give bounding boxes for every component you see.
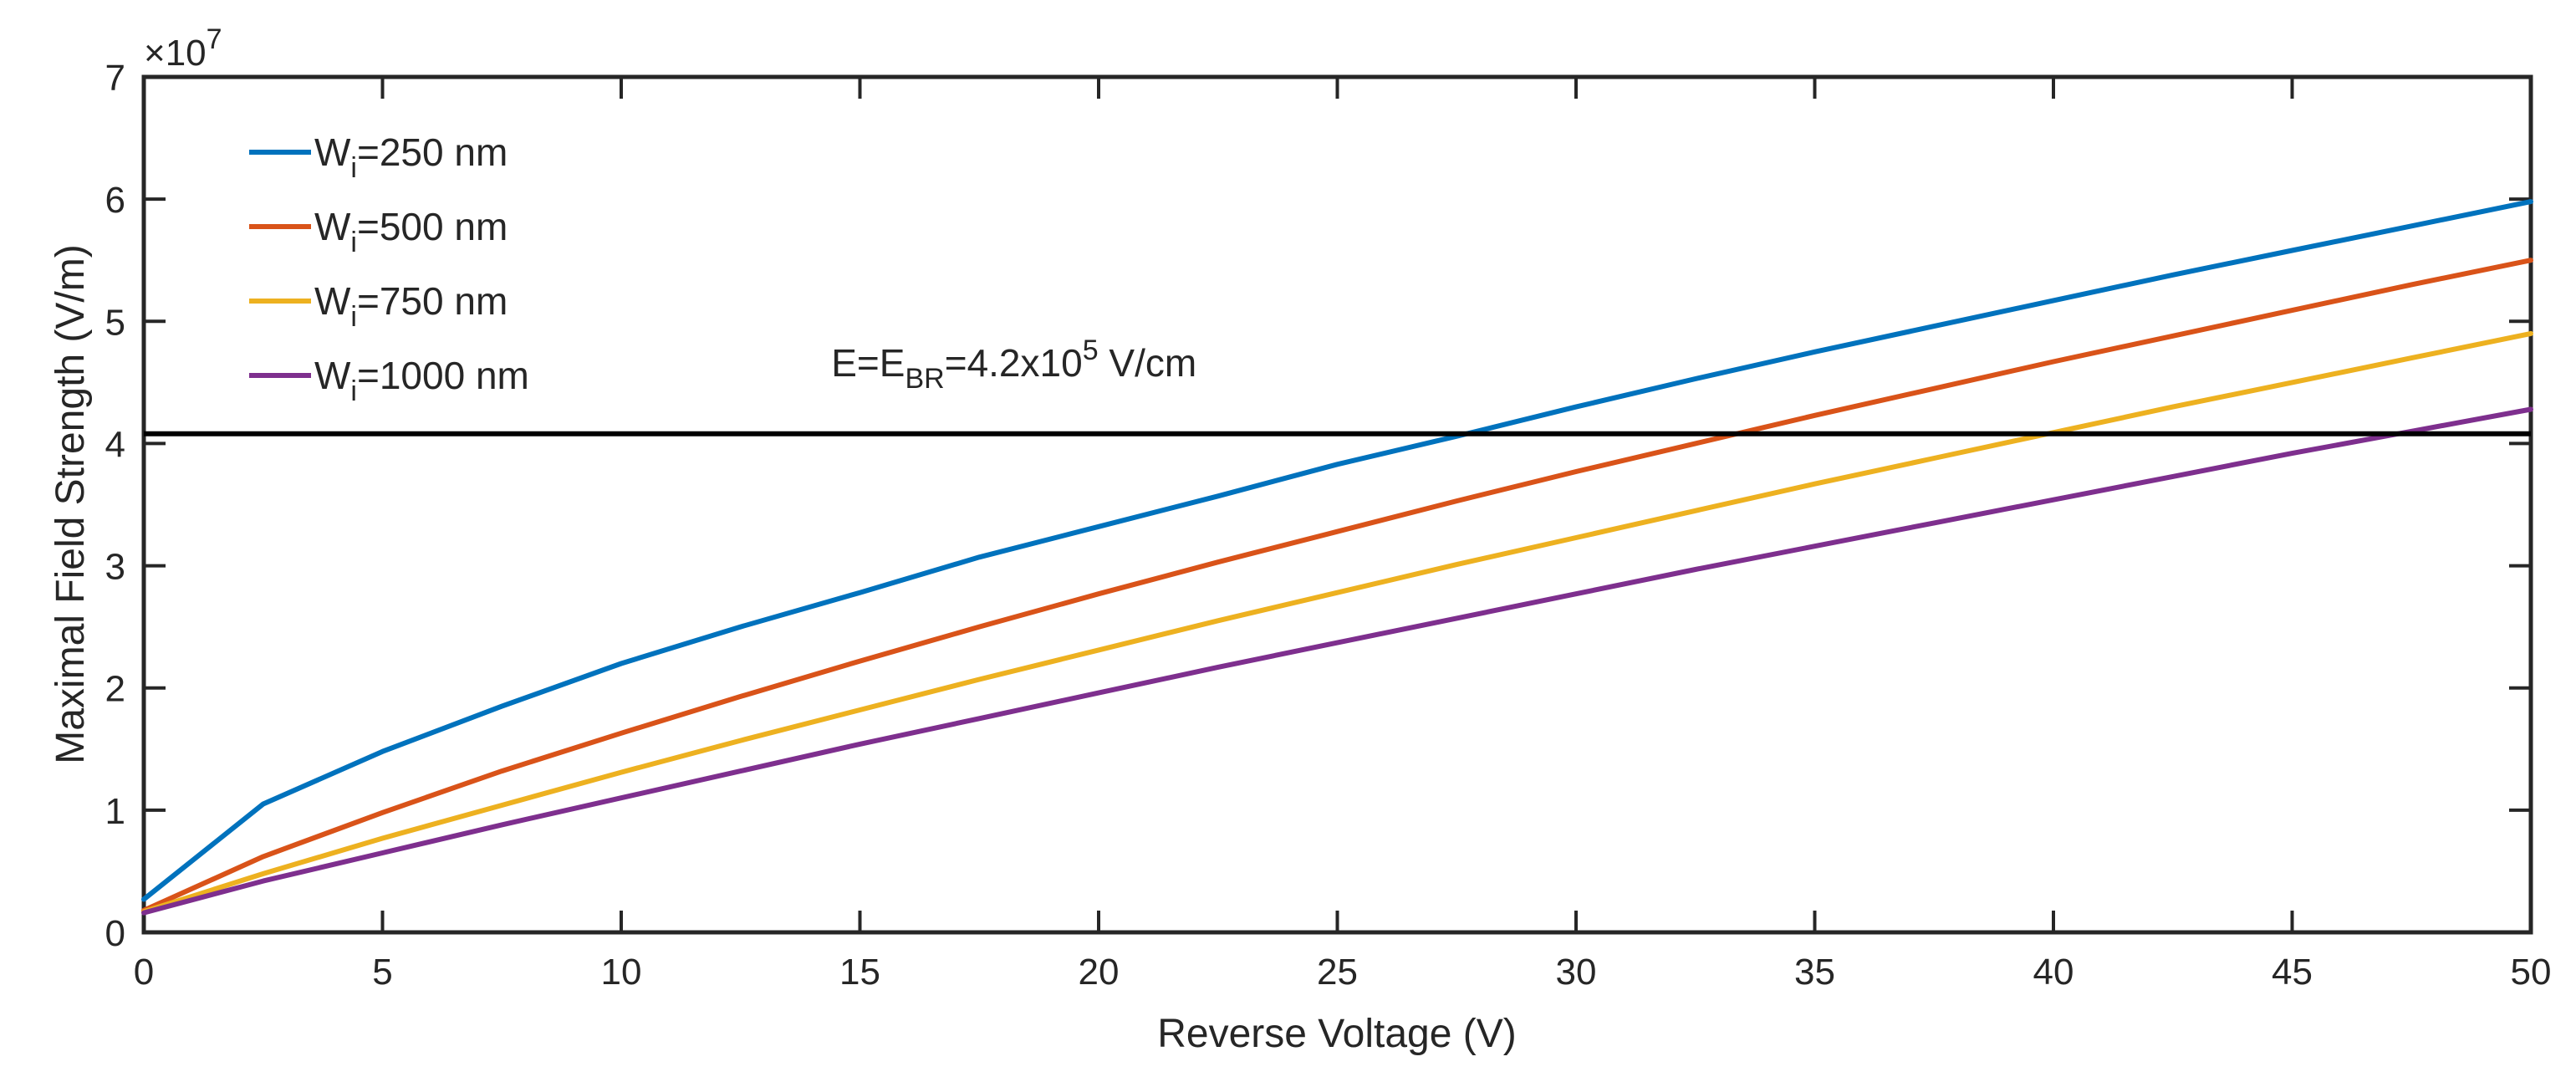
y-tick-label: 4 <box>105 424 125 465</box>
x-axis-title: Reverse Voltage (V) <box>1157 1012 1517 1056</box>
y-tick-label: 3 <box>105 547 125 588</box>
x-tick-label: 0 <box>134 952 154 993</box>
series-line-3 <box>141 330 2533 915</box>
y-multiplier-exponent: 7 <box>207 23 222 55</box>
legend-label-4: Wi=1000 nm <box>314 354 529 407</box>
x-tick-label: 25 <box>1317 952 1358 993</box>
y-tick-label: 0 <box>105 913 125 954</box>
x-tick-label: 30 <box>1556 952 1597 993</box>
y-tick-labels: 0 1 2 3 4 5 6 7 <box>105 58 125 954</box>
breakdown-field-annotation: E=EBR=4.2x105 V/cm <box>831 334 1196 395</box>
x-tick-label: 40 <box>2033 952 2074 993</box>
legend-label-2: Wi=500 nm <box>314 205 508 258</box>
annotation-superscript: 5 <box>1083 334 1099 366</box>
x-tick-label: 45 <box>2272 952 2313 993</box>
y-tick-label: 5 <box>105 302 125 343</box>
legend-label-3: Wi=750 nm <box>314 279 508 333</box>
x-tick-labels: 0 5 10 15 20 25 30 35 40 45 50 <box>134 952 2552 993</box>
legend-label-1: Wi=250 nm <box>314 130 508 184</box>
series-line-2 <box>141 258 2533 913</box>
y-axis-title: Maximal Field Strength (V/m) <box>48 244 93 764</box>
y-tick-label: 1 <box>105 791 125 832</box>
annotation-subscript: BR <box>905 363 944 395</box>
legend: Wi=250 nm Wi=500 nm Wi=750 nm Wi=1000 nm <box>249 130 529 407</box>
x-tick-label: 15 <box>839 952 880 993</box>
x-tick-label: 35 <box>1794 952 1835 993</box>
y-multiplier-label: ×107 <box>144 23 222 74</box>
x-tick-label: 50 <box>2511 952 2552 993</box>
y-tick-label: 2 <box>105 669 125 710</box>
series-line-1 <box>141 199 2533 902</box>
y-tick-label: 7 <box>105 58 125 99</box>
series-line-4 <box>141 406 2533 916</box>
x-tick-label: 5 <box>372 952 392 993</box>
x-tick-label: 10 <box>601 952 642 993</box>
plot-area <box>141 74 2533 935</box>
y-tick-label: 6 <box>105 180 125 221</box>
series-lines <box>141 199 2533 916</box>
x-tick-label: 20 <box>1079 952 1120 993</box>
